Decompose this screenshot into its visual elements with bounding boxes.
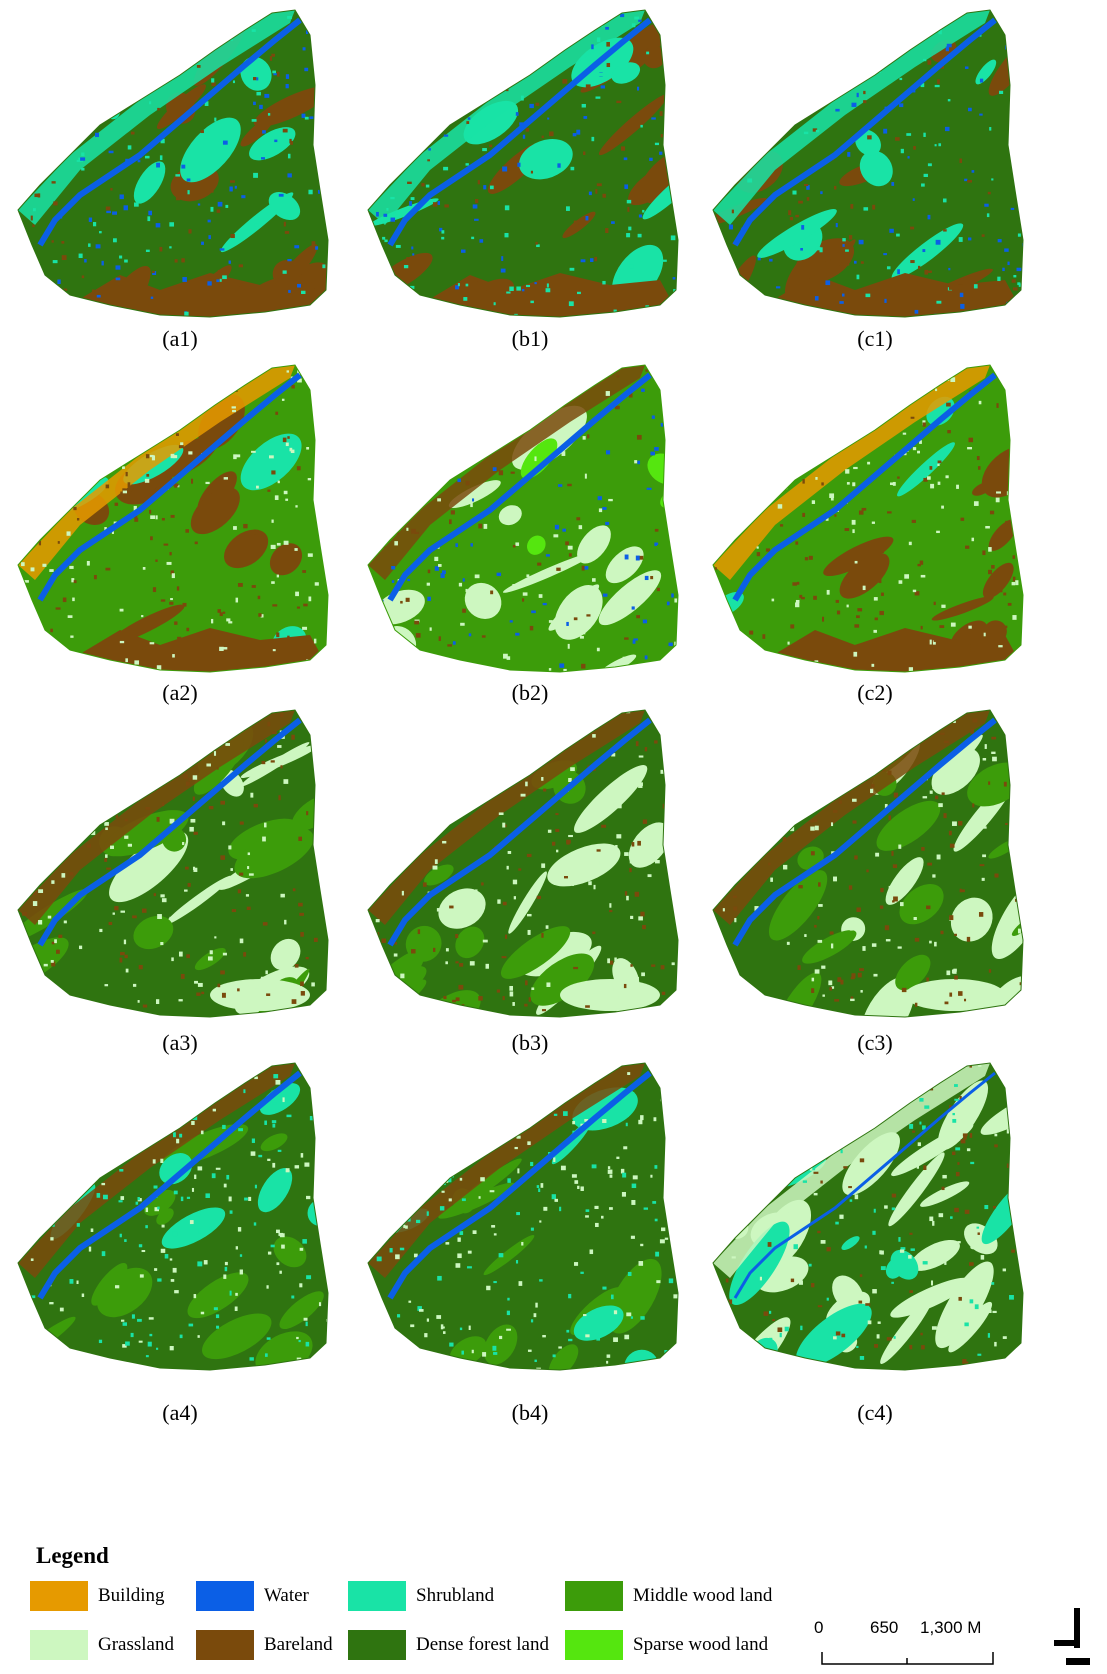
north-arrow-icon — [1054, 1608, 1090, 1665]
panel-caption: (c3) — [857, 1030, 893, 1055]
land-cover-map — [367, 1062, 679, 1371]
legend-label: Building — [98, 1585, 165, 1606]
panel-caption: (c4) — [857, 1400, 893, 1425]
panel-caption: (a3) — [162, 1030, 198, 1055]
map-panel: (a2) — [10, 360, 350, 730]
legend-swatch — [348, 1581, 406, 1611]
panel-caption: (b1) — [511, 326, 549, 351]
legend-label: Grassland — [98, 1634, 174, 1655]
panel-caption: (b2) — [511, 680, 549, 705]
land-cover-map — [17, 364, 329, 673]
legend-swatch — [30, 1630, 88, 1660]
panel-caption: (a4) — [162, 1400, 198, 1425]
legend-label: Bareland — [264, 1634, 333, 1655]
legend-swatch — [196, 1630, 254, 1660]
land-cover-map — [17, 1062, 329, 1371]
map-panel: (b1) — [360, 5, 700, 375]
legend-swatch — [565, 1581, 623, 1611]
legend-swatch — [565, 1630, 623, 1660]
legend-label: Sparse wood land — [633, 1634, 769, 1655]
panel-caption: (b3) — [511, 1030, 549, 1055]
map-panel: (b2) — [360, 360, 700, 730]
legend-label: Water — [264, 1585, 309, 1606]
map-panel: (b4) — [360, 1058, 700, 1428]
land-cover-map — [367, 9, 679, 318]
panel-caption: (a1) — [162, 326, 198, 351]
map-panel: (c1) — [705, 5, 1045, 375]
land-cover-map — [712, 709, 1024, 1018]
land-cover-map — [367, 709, 679, 1018]
legend-title: Legend — [36, 1543, 109, 1568]
map-panel: (c3) — [705, 705, 1045, 1075]
legend-swatch — [348, 1630, 406, 1660]
map-panel: (a3) — [10, 705, 350, 1075]
scale-bar: 0 650 1,300 M — [814, 1618, 1010, 1668]
land-cover-map — [17, 709, 329, 1018]
panel-caption: (c1) — [857, 326, 893, 351]
scale-bar-line — [821, 1652, 994, 1665]
legend-label: Shrubland — [416, 1585, 495, 1606]
land-cover-map — [712, 364, 1024, 673]
legend-swatch — [196, 1581, 254, 1611]
land-cover-map — [17, 9, 329, 318]
legend-label: Dense forest land — [416, 1634, 549, 1655]
legend-swatch — [30, 1581, 88, 1611]
map-panel: (c2) — [705, 360, 1045, 730]
land-cover-map — [712, 1062, 1024, 1371]
map-panel: (b3) — [360, 705, 700, 1075]
map-panel: (c4) — [705, 1058, 1045, 1428]
panel-caption: (b4) — [511, 1400, 549, 1425]
map-panel: (a1) — [10, 5, 350, 375]
panel-caption: (c2) — [857, 680, 893, 705]
panel-caption: (a2) — [162, 680, 198, 705]
scale-label-0: 0 — [814, 1618, 824, 1637]
land-cover-map — [367, 364, 679, 673]
scale-label-1: 650 — [870, 1618, 899, 1637]
land-cover-map — [712, 9, 1024, 318]
scale-label-2: 1,300 M — [920, 1618, 982, 1637]
legend-label: Middle wood land — [633, 1585, 773, 1606]
map-panel: (a4) — [10, 1058, 350, 1428]
